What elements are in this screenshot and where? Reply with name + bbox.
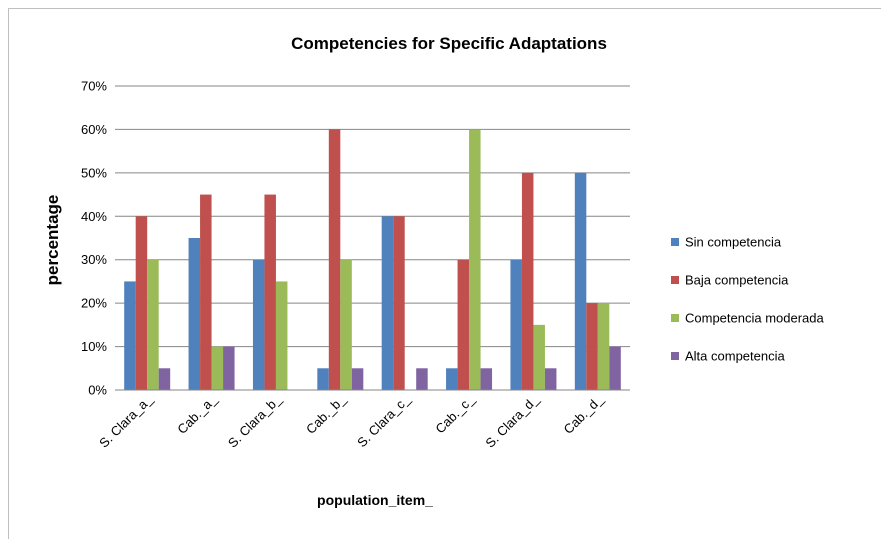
legend-swatch [671, 238, 679, 246]
bar [480, 368, 493, 390]
legend-swatch [671, 314, 679, 322]
bar [597, 303, 610, 390]
bar [510, 259, 522, 390]
x-axis-ticks: S. Clara_a_ Cab._a_ S. Clara_b_ Cab._b_ S. C… [96, 391, 606, 451]
bar [223, 346, 235, 390]
bar [351, 368, 364, 390]
legend-item: Alta competencia [685, 349, 785, 364]
bar [533, 324, 545, 390]
bar [200, 194, 212, 390]
bar [381, 216, 394, 390]
x-tick-label: S. Clara_a_ [96, 391, 156, 451]
chart-title: Competencies for Specific Adaptations [291, 34, 607, 53]
bar [158, 368, 171, 390]
legend-item: Baja competencia [685, 273, 789, 288]
bar [317, 368, 329, 390]
x-tick-label: S. Clara_c_ [354, 391, 413, 450]
bar [211, 346, 224, 390]
x-tick-label: Cab._c_ [432, 391, 477, 436]
x-axis-title: population_item_ [317, 492, 433, 508]
bar [340, 259, 352, 390]
x-tick-label: S. Clara_b_ [225, 391, 285, 451]
bar [416, 368, 428, 390]
bar [446, 368, 458, 390]
bar [124, 281, 136, 390]
y-tick-label: 70% [81, 79, 107, 94]
bar [393, 216, 405, 390]
y-tick-label: 20% [81, 296, 107, 311]
bar [264, 194, 276, 390]
legend-swatch [671, 352, 679, 360]
y-axis-ticks: 0% 10% 20% 30% 40% 50% 60% 70% [81, 79, 107, 398]
y-tick-label: 0% [88, 383, 107, 398]
bar [457, 259, 470, 390]
bar [252, 259, 265, 390]
y-axis-title: percentage [43, 195, 62, 286]
bars [124, 129, 621, 390]
bar [275, 281, 288, 390]
bar [147, 259, 159, 390]
x-tick-label: S. Clara_d_ [482, 391, 542, 451]
y-tick-label: 30% [81, 252, 107, 267]
bar [135, 216, 148, 390]
bar [544, 368, 557, 390]
y-tick-label: 40% [81, 209, 107, 224]
y-tick-label: 50% [81, 165, 107, 180]
bar [188, 238, 201, 390]
x-tick-label: Cab._d_ [561, 391, 607, 437]
bar [574, 172, 587, 390]
y-tick-label: 10% [81, 339, 107, 354]
bar [328, 129, 341, 390]
bar [586, 303, 598, 390]
x-tick-label: Cab._b_ [303, 391, 349, 437]
bar [609, 346, 621, 390]
legend-swatch [671, 276, 679, 284]
legend: Sin competencia Baja competencia Competenc… [671, 235, 825, 364]
bar [521, 172, 534, 390]
x-tick-label: Cab._a_ [174, 391, 220, 437]
bar [469, 129, 481, 390]
y-tick-label: 60% [81, 122, 107, 137]
legend-item: Competencia moderada [685, 311, 825, 326]
legend-item: Sin competencia [685, 235, 782, 250]
